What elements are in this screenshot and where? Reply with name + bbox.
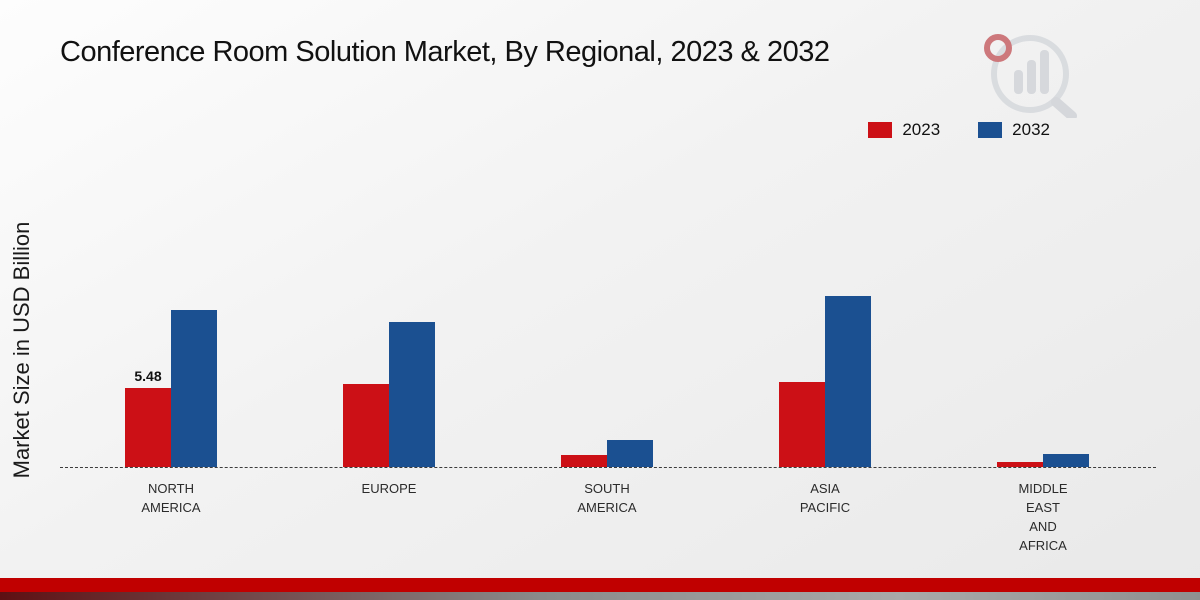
bar-2032-south-america [607,439,653,467]
bar-value-label: 5.48 [134,368,162,385]
category-label: ASIA PACIFIC [799,481,851,515]
legend-label-2032: 2032 [1012,120,1050,139]
bar-2032-europe [389,321,435,467]
bar-2023-north-america [125,388,171,467]
chart-title: Conference Room Solution Market, By Regi… [60,36,830,68]
bar-group-middle-east-and-africa: MIDDLE EAST AND AFRICA [934,227,1152,553]
brand-logo-icon [984,34,1077,118]
bar-2032-middle-east-and-africa [1043,454,1089,467]
x-axis-line [60,467,1156,468]
bar-groups: 5.48 NORTH AMERICA EUROPE SOUTH AMERICA ASIA… [62,227,1152,553]
y-axis-label: Market Size in USD Billion [9,221,34,479]
bar-group-south-america: SOUTH AMERICA [498,227,716,515]
legend-label-2023: 2023 [902,120,941,139]
legend-item-2032: 2032 [978,120,1050,140]
bar-2023-middle-east-and-africa [997,461,1043,467]
footer-red-bar [0,578,1200,592]
category-label: SOUTH AMERICA [577,481,637,515]
bar-2032-north-america [171,310,217,467]
bar-group-asia-pacific: ASIA PACIFIC [716,227,934,515]
bar-group-europe: EUROPE [280,227,498,496]
bar-group-north-america: 5.48 NORTH AMERICA [62,227,280,515]
bar-2032-asia-pacific [825,295,871,467]
category-label: EUROPE [361,481,417,496]
bar-2023-south-america [561,454,607,467]
bar-2023-asia-pacific [779,382,825,467]
bar-2023-europe [343,384,389,467]
footer-gradient-bar [0,592,1200,600]
legend-swatch-2023 [868,122,893,138]
category-label: NORTH AMERICA [141,481,201,515]
category-label: MIDDLE EAST AND AFRICA [1018,481,1068,553]
legend-swatch-2032 [978,122,1003,138]
legend: 2023 2032 [868,120,1050,140]
legend-item-2023: 2023 [868,120,940,140]
plot-area: 5.48 NORTH AMERICA EUROPE SOUTH AMERICA ASIA… [60,227,1156,553]
